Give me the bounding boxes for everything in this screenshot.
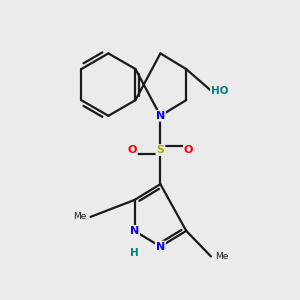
Text: O: O [184, 145, 193, 155]
Text: Me: Me [73, 212, 86, 221]
Text: Me: Me [215, 252, 229, 261]
Text: HO: HO [211, 85, 228, 96]
Text: S: S [156, 145, 164, 155]
Text: N: N [130, 226, 139, 236]
Text: N: N [156, 242, 165, 252]
Text: H: H [130, 248, 139, 257]
Text: O: O [128, 145, 137, 155]
Text: N: N [156, 111, 165, 121]
